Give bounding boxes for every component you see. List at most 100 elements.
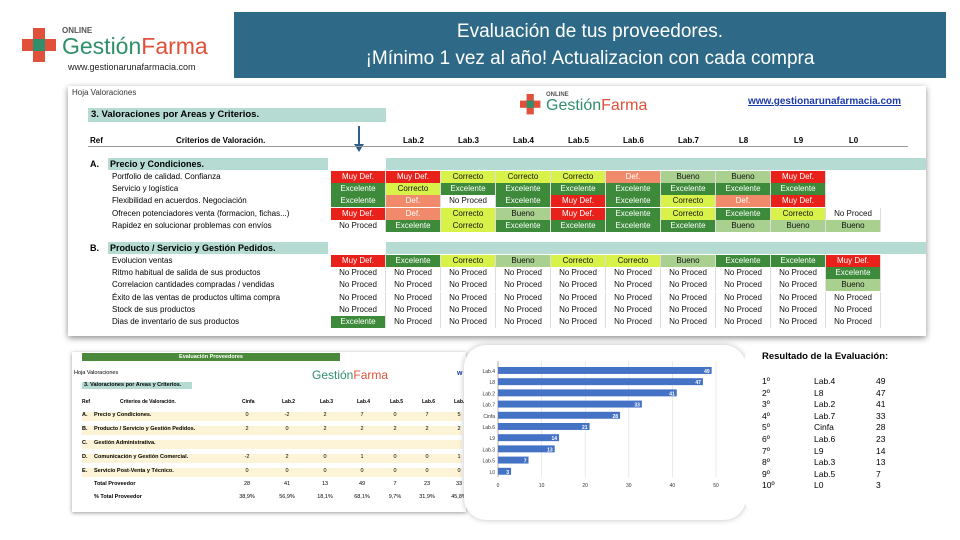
rating-cell[interactable]: No Proced xyxy=(496,303,551,316)
rating-cell[interactable]: Excelente xyxy=(661,183,716,196)
rating-cell[interactable]: Correcto xyxy=(441,219,496,232)
rating-cell[interactable]: No Proced xyxy=(331,219,386,232)
rating-cell[interactable]: Bueno xyxy=(496,207,551,220)
sheet-tab[interactable]: Hoja Valoraciones xyxy=(72,88,137,97)
rating-cell[interactable]: Excelente xyxy=(606,207,661,220)
rating-cell[interactable]: No Proced xyxy=(441,267,496,280)
rating-cell[interactable]: Bueno xyxy=(661,171,716,183)
rating-cell[interactable]: No Proced xyxy=(386,316,441,328)
sheet-link[interactable]: www.gestionarunafarmacia.com xyxy=(748,96,902,107)
rating-cell[interactable]: No Proced xyxy=(496,267,551,280)
rating-cell[interactable]: No Proced xyxy=(551,303,606,316)
rating-cell[interactable]: Correcto xyxy=(551,255,606,267)
rating-cell[interactable]: No Proced xyxy=(496,279,551,292)
rating-cell[interactable]: No Proced xyxy=(716,291,771,304)
rating-cell[interactable]: Excelente xyxy=(606,183,661,196)
rating-cell[interactable]: Bueno xyxy=(826,219,881,232)
rating-cell[interactable]: No Proced xyxy=(441,195,496,208)
rating-cell[interactable]: Muy Def. xyxy=(551,207,606,220)
rating-cell[interactable]: Correcto xyxy=(551,171,606,183)
rating-cell[interactable]: Muy Def. xyxy=(331,255,386,267)
rating-cell[interactable]: Excelente xyxy=(771,255,826,267)
rating-cell[interactable]: No Proced xyxy=(606,291,661,304)
rating-cell[interactable]: No Proced xyxy=(606,267,661,280)
rating-cell[interactable]: No Proced xyxy=(716,267,771,280)
rating-cell[interactable]: No Proced xyxy=(771,267,826,280)
rating-cell[interactable]: Excelente xyxy=(386,219,441,232)
rating-cell[interactable]: No Proced xyxy=(771,303,826,316)
rating-cell[interactable]: No Proced xyxy=(441,316,496,328)
rating-cell[interactable]: No Proced xyxy=(661,279,716,292)
rating-cell[interactable]: No Proced xyxy=(606,316,661,328)
rating-cell[interactable]: No Proced xyxy=(771,316,826,328)
rating-cell[interactable]: No Proced xyxy=(826,207,881,220)
rating-cell[interactable]: No Proced xyxy=(826,316,881,328)
rating-cell[interactable]: Excelente xyxy=(496,195,551,208)
rating-cell[interactable]: Def. xyxy=(716,195,771,208)
rating-cell[interactable]: No Proced xyxy=(551,279,606,292)
rating-cell[interactable]: Excelente xyxy=(441,183,496,196)
rating-cell[interactable]: No Proced xyxy=(331,267,386,280)
rating-cell[interactable]: Excelente xyxy=(496,219,551,232)
rating-cell[interactable]: No Proced xyxy=(551,316,606,328)
rating-cell[interactable]: Def. xyxy=(386,207,441,220)
rating-cell[interactable]: No Proced xyxy=(331,291,386,304)
rating-cell[interactable]: No Proced xyxy=(386,291,441,304)
rating-cell[interactable]: Excelente xyxy=(496,183,551,196)
rating-cell[interactable]: Muy Def. xyxy=(771,195,826,208)
rating-cell[interactable]: No Proced xyxy=(661,316,716,328)
rating-cell[interactable]: Correcto xyxy=(441,255,496,267)
rating-cell[interactable]: Excelente xyxy=(551,183,606,196)
rating-cell[interactable]: Bueno xyxy=(771,219,826,232)
rating-cell[interactable]: Correcto xyxy=(661,195,716,208)
rating-cell[interactable]: No Proced xyxy=(716,316,771,328)
rating-cell[interactable]: Excelente xyxy=(331,183,386,196)
rating-cell[interactable]: Correcto xyxy=(661,207,716,220)
rating-cell[interactable]: Def. xyxy=(606,171,661,183)
rating-cell[interactable]: No Proced xyxy=(826,303,881,316)
rating-cell[interactable]: No Proced xyxy=(496,291,551,304)
rating-cell[interactable]: Bueno xyxy=(716,171,771,183)
rating-cell[interactable]: Correcto xyxy=(496,171,551,183)
rating-cell[interactable]: Excelente xyxy=(606,195,661,208)
rating-cell[interactable]: No Proced xyxy=(551,267,606,280)
rating-cell[interactable]: No Proced xyxy=(386,267,441,280)
rating-cell[interactable]: Correcto xyxy=(771,207,826,220)
rating-cell[interactable]: Excelente xyxy=(771,183,826,196)
rating-cell[interactable]: No Proced xyxy=(331,279,386,292)
rating-cell[interactable]: Excelente xyxy=(331,316,386,328)
rating-cell[interactable]: No Proced xyxy=(716,303,771,316)
rating-cell[interactable]: No Proced xyxy=(441,291,496,304)
rating-cell[interactable]: Excelente xyxy=(606,219,661,232)
rating-cell[interactable]: No Proced xyxy=(826,291,881,304)
rating-cell[interactable]: Muy Def. xyxy=(386,171,441,183)
rating-cell[interactable]: Excelente xyxy=(386,255,441,267)
rating-cell[interactable]: No Proced xyxy=(496,316,551,328)
rating-cell[interactable]: No Proced xyxy=(661,267,716,280)
rating-cell[interactable]: Muy Def. xyxy=(331,207,386,220)
rating-cell[interactable]: Excelente xyxy=(716,183,771,196)
rating-cell[interactable]: Muy Def. xyxy=(551,195,606,208)
rating-cell[interactable]: Bueno xyxy=(826,279,881,292)
rating-cell[interactable]: Excelente xyxy=(551,219,606,232)
rating-cell[interactable]: No Proced xyxy=(771,279,826,292)
rating-cell[interactable]: Def. xyxy=(386,195,441,208)
rating-cell[interactable]: Excelente xyxy=(331,195,386,208)
rating-cell[interactable]: No Proced xyxy=(551,291,606,304)
rating-cell[interactable]: Bueno xyxy=(716,219,771,232)
rating-cell[interactable]: Correcto xyxy=(606,255,661,267)
rating-cell[interactable]: No Proced xyxy=(606,279,661,292)
rating-cell[interactable]: No Proced xyxy=(441,303,496,316)
rating-cell[interactable]: No Proced xyxy=(386,303,441,316)
rating-cell[interactable]: Excelente xyxy=(716,255,771,267)
rating-cell[interactable]: Correcto xyxy=(441,207,496,220)
rating-cell[interactable]: Correcto xyxy=(441,171,496,183)
rating-cell[interactable]: No Proced xyxy=(441,279,496,292)
rating-cell[interactable]: Muy Def. xyxy=(771,171,826,183)
rating-cell[interactable]: No Proced xyxy=(386,279,441,292)
rating-cell[interactable]: Bueno xyxy=(496,255,551,267)
rating-cell[interactable]: Muy Def. xyxy=(331,171,386,183)
rating-cell[interactable]: No Proced xyxy=(716,279,771,292)
rating-cell[interactable]: No Proced xyxy=(331,303,386,316)
logo-url[interactable]: www.gestionarunafarmacia.com xyxy=(68,62,196,72)
